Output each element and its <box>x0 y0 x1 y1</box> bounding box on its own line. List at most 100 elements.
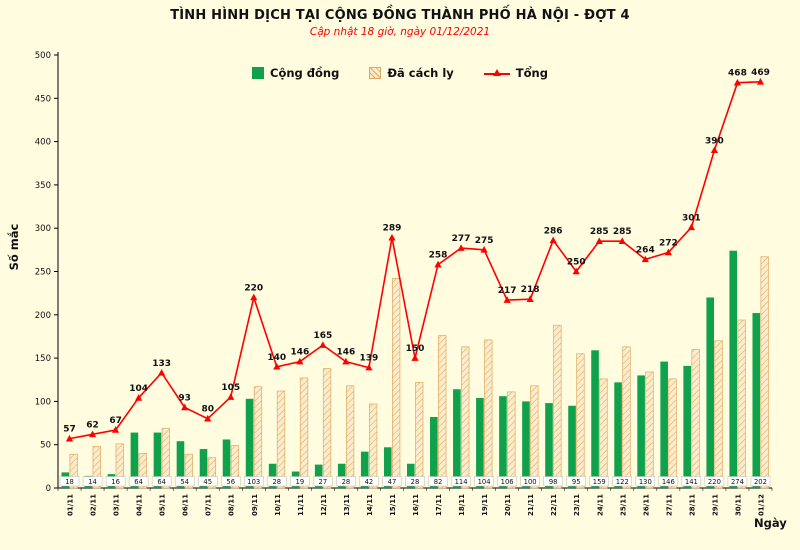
total-value-label: 289 <box>383 224 402 234</box>
bar-value-box <box>174 476 195 487</box>
bar-value-label: 130 <box>639 478 652 486</box>
x-tick-label: 07/11 <box>205 494 213 516</box>
bar-value-box <box>589 476 609 487</box>
total-marker-icon <box>618 237 626 244</box>
total-marker-icon <box>411 354 419 361</box>
bar-quarantined <box>599 378 608 489</box>
total-marker-icon <box>250 293 258 301</box>
bar-community <box>337 463 346 488</box>
total-value-label: 286 <box>544 226 563 236</box>
x-tick-label: 25/11 <box>619 494 627 516</box>
total-value-label: 285 <box>590 227 609 237</box>
total-value-label: 150 <box>406 344 425 354</box>
total-marker-icon <box>111 426 120 433</box>
total-marker-icon <box>549 236 557 244</box>
total-value-label: 57 <box>63 425 76 435</box>
bar-quarantined <box>368 403 378 489</box>
legend-label-community: Cộng đồng <box>270 66 340 80</box>
total-value-label: 301 <box>682 213 701 223</box>
bar-value-box <box>128 476 149 487</box>
total-value-label: 258 <box>429 251 448 261</box>
total-value-label: 250 <box>567 258 586 268</box>
total-value-label: 285 <box>613 227 632 237</box>
total-line-swatch-icon <box>483 68 510 79</box>
x-tick-label: 09/11 <box>251 494 259 516</box>
bar-community <box>729 250 738 488</box>
y-tick-label: 150 <box>35 354 51 364</box>
bar-value-label: 28 <box>411 478 420 486</box>
y-tick-label: 350 <box>35 181 51 191</box>
x-tick-label: 06/11 <box>182 494 190 516</box>
y-tick-label: 250 <box>35 268 51 278</box>
legend: Cộng đồng Đã cách ly Tổng <box>0 66 800 80</box>
y-tick-label: 100 <box>35 397 51 407</box>
y-tick-label: 400 <box>35 138 51 148</box>
total-value-label: 218 <box>521 285 540 295</box>
bar-community <box>453 389 461 488</box>
total-value-label: 62 <box>86 420 99 430</box>
x-tick-label: 17/11 <box>435 494 443 516</box>
bar-quarantined <box>299 377 309 489</box>
x-tick-label: 05/11 <box>159 494 167 516</box>
bar-value-label: 47 <box>388 478 397 486</box>
bar-quarantined <box>737 319 746 489</box>
x-tick-label: 20/11 <box>504 494 512 516</box>
bar-community <box>660 361 668 488</box>
total-marker-icon <box>296 357 304 365</box>
x-tick-label: 28/11 <box>688 494 696 516</box>
bar-quarantined <box>438 335 447 489</box>
total-value-label: 104 <box>129 384 148 394</box>
x-tick-label: 18/11 <box>458 494 466 516</box>
total-marker-icon <box>687 223 695 231</box>
total-marker-icon <box>365 363 373 371</box>
bar-community <box>614 382 622 488</box>
bar-value-label: 202 <box>754 478 767 486</box>
total-marker-icon <box>710 146 719 154</box>
bar-community <box>522 401 530 488</box>
bar-value-box <box>474 476 494 487</box>
x-tick-label: 14/11 <box>366 494 374 516</box>
bar-quarantined <box>115 443 124 489</box>
triangle-marker-icon <box>492 68 501 76</box>
x-tick-label: 15/11 <box>389 494 397 516</box>
total-marker-icon <box>388 233 396 241</box>
bar-quarantined <box>161 427 170 489</box>
total-value-label: 105 <box>221 383 240 393</box>
total-marker-icon <box>227 393 235 400</box>
x-tick-label: 03/11 <box>113 494 121 516</box>
bar-quarantined <box>253 386 263 489</box>
bar-value-box <box>221 476 241 487</box>
bar-community <box>752 313 761 488</box>
y-tick-label: 0 <box>46 484 51 494</box>
total-marker-icon <box>273 362 281 370</box>
y-tick-label: 300 <box>35 224 51 234</box>
bar-community <box>637 375 645 488</box>
bar-value-box <box>313 476 333 487</box>
legend-item-community: Cộng đồng <box>252 66 339 80</box>
bar-quarantined <box>484 339 493 489</box>
total-line <box>69 81 761 440</box>
total-value-label: 272 <box>659 238 678 248</box>
total-marker-icon <box>457 244 465 251</box>
total-marker-icon <box>319 341 327 348</box>
chart-title: TÌNH HÌNH DỊCH TẠI CỘNG ĐỒNG THÀNH PHỐ H… <box>170 8 630 23</box>
bar-community <box>568 405 576 488</box>
bar-quarantined <box>92 446 101 489</box>
x-tick-label: 30/11 <box>734 494 742 516</box>
bar-value-box <box>267 476 287 487</box>
total-marker-icon <box>181 403 189 411</box>
quarantined-swatch-icon <box>369 67 382 79</box>
bar-value-box <box>336 476 356 487</box>
total-marker-icon <box>65 434 74 442</box>
y-tick-label: 450 <box>35 94 51 104</box>
legend-label-total: Tổng <box>515 66 548 80</box>
bar-quarantined <box>415 381 424 489</box>
bar-value-label: 106 <box>501 478 514 486</box>
x-tick-label: 24/11 <box>596 494 604 516</box>
bar-community <box>383 447 392 488</box>
bar-quarantined <box>645 371 654 489</box>
bar-value-label: 14 <box>88 478 97 486</box>
total-marker-icon <box>480 246 488 253</box>
total-value-label: 220 <box>244 283 263 293</box>
bar-community <box>545 403 553 488</box>
